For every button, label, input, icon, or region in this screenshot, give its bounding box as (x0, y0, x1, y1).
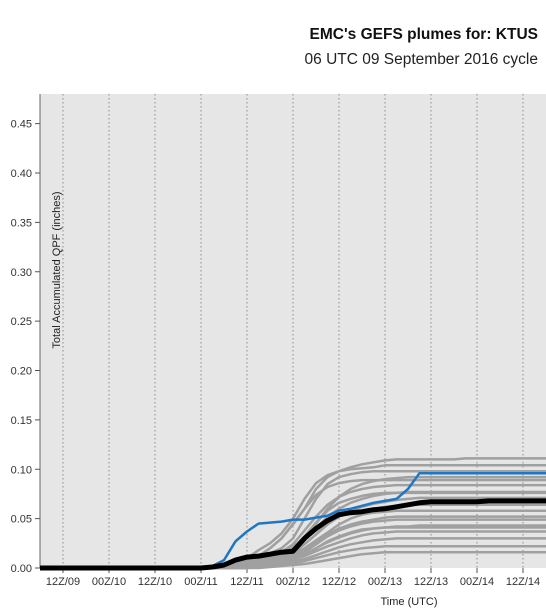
grid (62, 94, 524, 568)
y-tick-label: 0.00 (11, 563, 32, 575)
y-tick-label: 0.30 (11, 267, 32, 279)
x-tick-label: 00Z/12 (276, 576, 310, 588)
x-axis: 12Z/09 00Z/10 12Z/10 00Z/11 12Z/11 00Z/12 12Z/… (46, 568, 540, 588)
y-tick-label: 0.45 (11, 119, 32, 131)
x-tick-label: 12Z/09 (46, 576, 80, 588)
y-tick-label: 0.25 (11, 316, 32, 328)
ensemble-mean (40, 498, 546, 571)
y-tick-label: 0.35 (11, 217, 32, 229)
y-tick-label: 0.40 (11, 168, 32, 180)
chart-title: EMC's GEFS plumes for: KTUS (309, 26, 538, 43)
y-tick-label: 0.10 (11, 464, 32, 476)
x-tick-label: 12Z/11 (230, 576, 263, 588)
x-tick-label: 00Z/10 (92, 576, 126, 588)
y-axis-label: Total Accumulated QPF (inches) (51, 191, 63, 348)
x-tick-label: 12Z/12 (322, 576, 356, 588)
chart-subtitle: 06 UTC 09 September 2016 cycle (304, 51, 538, 68)
y-tick-label: 0.20 (11, 366, 32, 378)
y-tick-label: 0.05 (11, 514, 32, 526)
x-tick-label: 00Z/13 (368, 576, 402, 588)
x-tick-label: 12Z/14 (506, 576, 540, 588)
y-axis: 0.00 0.05 0.10 0.15 0.20 0.25 0.30 0.35 0.40 0.45 (11, 94, 41, 575)
x-tick-label: 00Z/14 (460, 576, 494, 588)
x-tick-label: 12Z/10 (138, 576, 172, 588)
y-tick-label: 0.15 (11, 415, 32, 427)
mean-series-line (40, 498, 546, 571)
x-axis-label: Time (UTC) (380, 596, 437, 608)
x-tick-label: 00Z/11 (184, 576, 217, 588)
x-tick-label: 12Z/13 (414, 576, 448, 588)
